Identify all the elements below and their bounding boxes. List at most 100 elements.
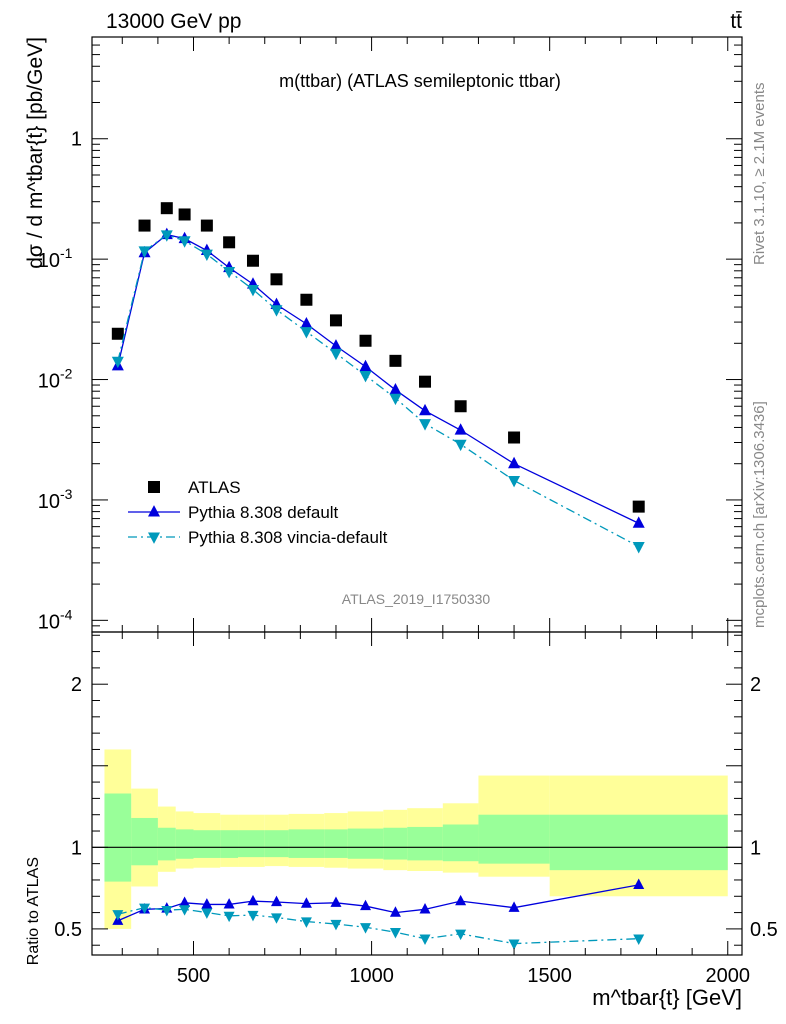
band-segment [104, 793, 132, 882]
x-tick-label: 500 [177, 965, 210, 987]
ratio-series-line [117, 907, 639, 945]
data-point [330, 919, 342, 931]
series-0 [111, 202, 645, 513]
series-1 [111, 227, 645, 528]
data-point [633, 878, 645, 889]
data-point [330, 896, 342, 907]
main-marks [111, 202, 645, 554]
data-point [508, 901, 520, 912]
ratio-marks [92, 749, 742, 950]
data-point [508, 431, 521, 444]
band-segment [407, 826, 443, 861]
legend-item-1: Pythia 8.308 default [128, 503, 339, 522]
data-point [246, 284, 259, 297]
data-point [389, 393, 402, 406]
main-panel: 10-4 10-3 10-2 10-1 1 m(ttbar) (ATLAS semile… [24, 36, 743, 633]
data-point [246, 254, 259, 267]
legend-label: Pythia 8.308 vincia-default [188, 528, 388, 547]
data-point [632, 516, 645, 528]
data-point [389, 928, 401, 939]
data-point [179, 905, 191, 916]
data-point [419, 403, 432, 416]
data-point [329, 339, 342, 351]
data-point [270, 273, 283, 286]
data-point [389, 354, 402, 367]
data-point [200, 249, 213, 262]
band-segment [347, 828, 384, 859]
band-segment [442, 824, 479, 862]
data-point [148, 481, 160, 493]
data-point [223, 266, 236, 279]
data-point [454, 423, 467, 435]
data-point [419, 902, 431, 914]
ratio-y-tick-label-right: 2 [750, 674, 761, 696]
ratio-y-label: Ratio to ATLAS [25, 857, 42, 965]
data-point [270, 305, 283, 317]
ratio-axes: 500 1000 1500 2000 0.5 0.5 1 1 2 2 [54, 632, 778, 987]
band-segment [383, 827, 408, 860]
ratio-panel: 500 1000 1500 2000 0.5 0.5 1 1 2 2 Ratio to ATLAS… [25, 631, 778, 1010]
process-label: tt̄ [730, 10, 742, 33]
main-axes: 10-4 10-3 10-2 10-1 1 [38, 36, 742, 633]
data-point [508, 476, 521, 488]
x-axis-label: m^tbar{t} [GeV] [592, 985, 742, 1010]
data-point [223, 236, 236, 249]
y-tick-label: 10-4 [38, 606, 73, 633]
data-point [138, 219, 151, 232]
data-point [455, 894, 467, 906]
series-line [117, 234, 640, 548]
band-segment [478, 814, 550, 864]
data-point [329, 314, 342, 327]
band-segment [220, 830, 239, 858]
data-point [223, 898, 235, 909]
data-point [111, 327, 124, 340]
data-point [178, 236, 191, 248]
beam-label: 13000 GeV pp [106, 10, 241, 33]
data-point [161, 906, 173, 917]
data-point [633, 934, 645, 946]
legend-item-0: ATLAS [148, 478, 241, 497]
band-segment [157, 827, 176, 861]
data-point [300, 917, 312, 928]
legend-item-2: Pythia 8.308 vincia-default [128, 528, 388, 547]
data-point [360, 899, 372, 911]
ratio-series-line [117, 884, 639, 922]
data-point [270, 913, 282, 924]
data-point [300, 327, 313, 339]
data-point [178, 208, 191, 221]
band-segment [238, 830, 265, 858]
data-point [223, 911, 235, 923]
band-segment [131, 817, 158, 866]
data-point [201, 908, 213, 919]
y-tick-label: 10-3 [38, 486, 73, 513]
y-tick-label: 10-1 [38, 245, 73, 272]
ratio-y-tick-label-right: 1 [750, 837, 761, 859]
series-line [117, 233, 639, 524]
main-y-label: dσ / d m^tbar{t} [pb/GeV] [24, 37, 47, 269]
ratio-y-tick-label: 1 [71, 837, 82, 859]
data-point [148, 505, 160, 517]
data-point [359, 371, 372, 383]
ratio-band-inner [104, 793, 728, 882]
data-point [200, 219, 213, 232]
data-point [160, 202, 173, 215]
data-point [389, 383, 402, 395]
ratio-y-tick-label-right: 0.5 [750, 919, 778, 941]
ratio-series-1 [112, 903, 645, 950]
band-segment [549, 814, 728, 871]
data-point [148, 532, 160, 544]
data-point [179, 896, 191, 907]
data-point [419, 934, 431, 946]
legend-label: ATLAS [188, 478, 241, 497]
series-2 [111, 230, 645, 554]
data-point [632, 500, 645, 513]
legend: ATLAS Pythia 8.308 default Pythia 8.308 vi… [128, 478, 388, 547]
band-segment [264, 830, 289, 858]
data-point [270, 895, 282, 907]
ratio-frame [91, 631, 743, 956]
data-point [201, 898, 213, 909]
mcplots-label: mcplots.cern.ch [arXiv:1306.3436] [751, 401, 768, 628]
data-point [632, 542, 645, 554]
legend-label: Pythia 8.308 default [188, 503, 339, 522]
